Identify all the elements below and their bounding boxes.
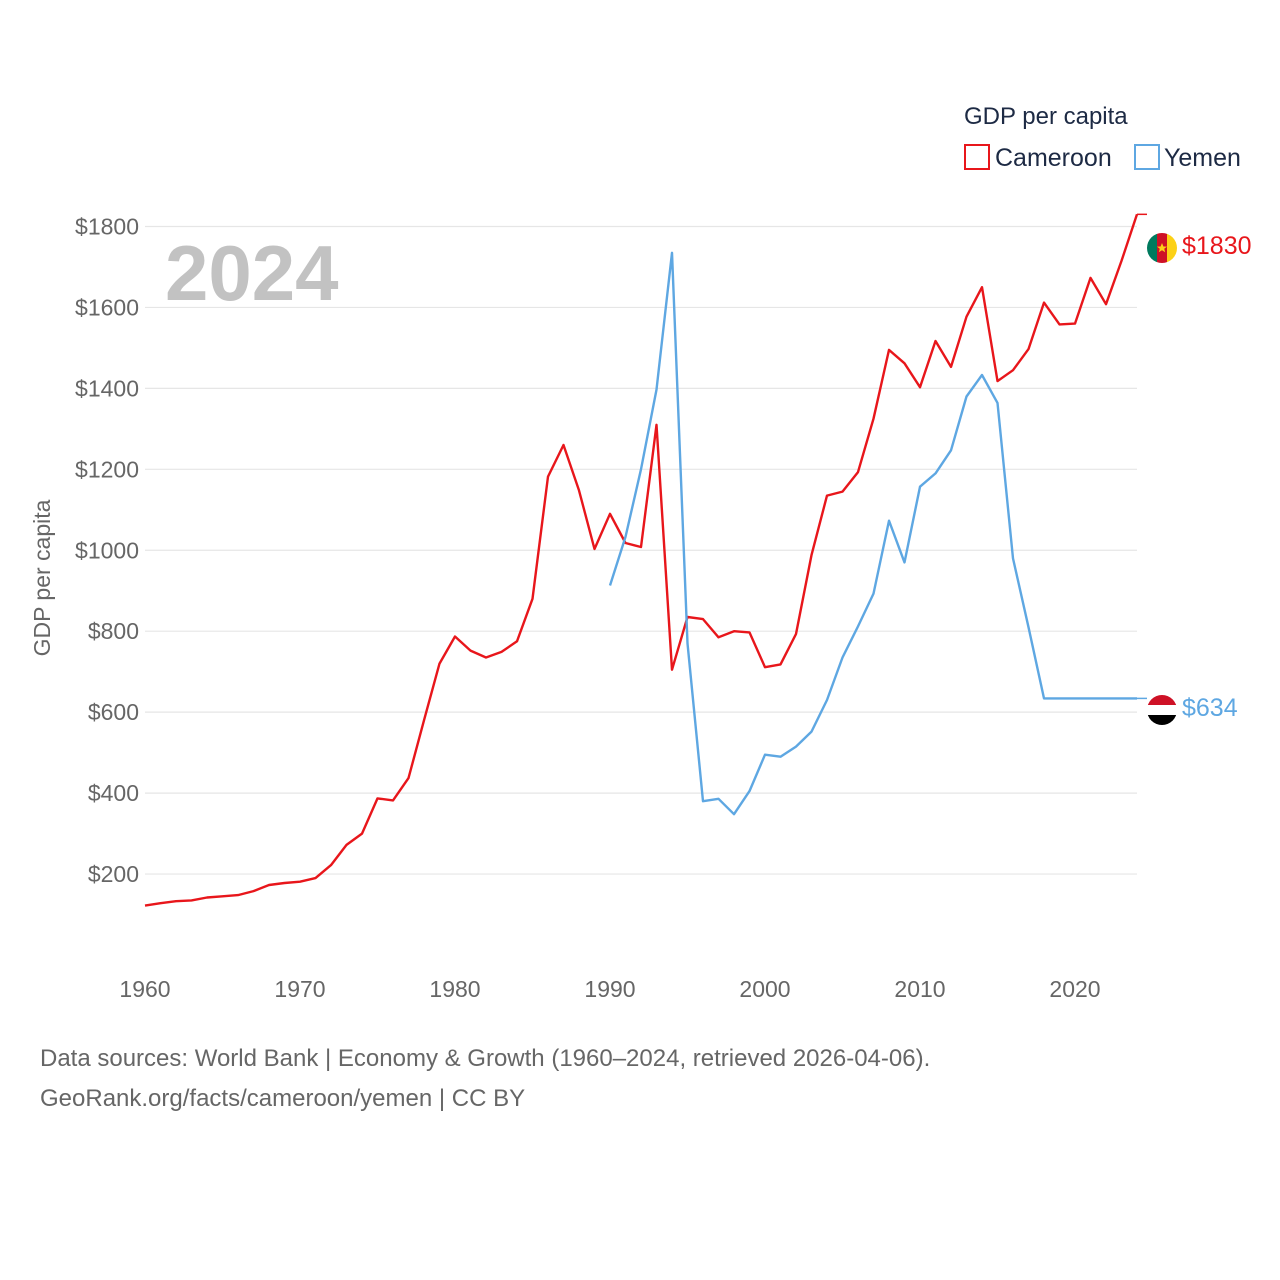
legend-label-yemen[interactable]: Yemen bbox=[1164, 144, 1241, 172]
footer-attribution: GeoRank.org/facts/cameroon/yemen | CC BY bbox=[40, 1085, 526, 1112]
end-label-cameroon: $1830 bbox=[1182, 232, 1252, 260]
x-tick-labels: 1960 1970 1980 1990 2000 2010 2020 bbox=[119, 976, 1100, 1002]
y-tick-label: $1400 bbox=[75, 375, 139, 401]
end-label-yemen: $634 bbox=[1182, 694, 1238, 722]
y-tick-label: $1200 bbox=[75, 456, 139, 482]
series-lines bbox=[144, 213, 1147, 907]
year-watermark: 2024 bbox=[165, 229, 339, 317]
legend-label-cameroon[interactable]: Cameroon bbox=[995, 144, 1112, 172]
y-tick-label: $1600 bbox=[75, 294, 139, 320]
y-tick-label: $800 bbox=[88, 618, 139, 644]
series-line-cameroon[interactable] bbox=[144, 213, 1139, 907]
x-tick-label: 2020 bbox=[1049, 976, 1100, 1002]
y-tick-label: $200 bbox=[88, 861, 139, 887]
y-tick-label: $1000 bbox=[75, 537, 139, 563]
footer-sources: Data sources: World Bank | Economy & Gro… bbox=[40, 1045, 931, 1072]
x-tick-label: 1990 bbox=[584, 976, 635, 1002]
legend-swatch-yemen[interactable] bbox=[1134, 144, 1160, 170]
yemen-flag-icon bbox=[1147, 695, 1177, 725]
x-tick-label: 1970 bbox=[274, 976, 325, 1002]
x-tick-label: 1960 bbox=[119, 976, 170, 1002]
y-axis-label: GDP per capita bbox=[29, 499, 55, 656]
cameroon-flag-icon bbox=[1147, 233, 1177, 263]
y-tick-label: $1800 bbox=[75, 213, 139, 239]
x-tick-label: 2000 bbox=[739, 976, 790, 1002]
x-tick-label: 2010 bbox=[894, 976, 945, 1002]
end-markers: $1830 $634 bbox=[1147, 232, 1252, 725]
y-tick-label: $400 bbox=[88, 780, 139, 806]
legend: GDP per capita Cameroon Yemen bbox=[964, 103, 1241, 172]
legend-title: GDP per capita bbox=[964, 103, 1128, 130]
series-line-yemen[interactable] bbox=[608, 251, 1137, 816]
y-tick-labels: $200 $400 $600 $800 $1000 $1200 $1400 $1600 $180… bbox=[75, 213, 139, 887]
y-tick-label: $600 bbox=[88, 699, 139, 725]
legend-swatch-cameroon[interactable] bbox=[964, 144, 990, 170]
x-tick-label: 1980 bbox=[429, 976, 480, 1002]
